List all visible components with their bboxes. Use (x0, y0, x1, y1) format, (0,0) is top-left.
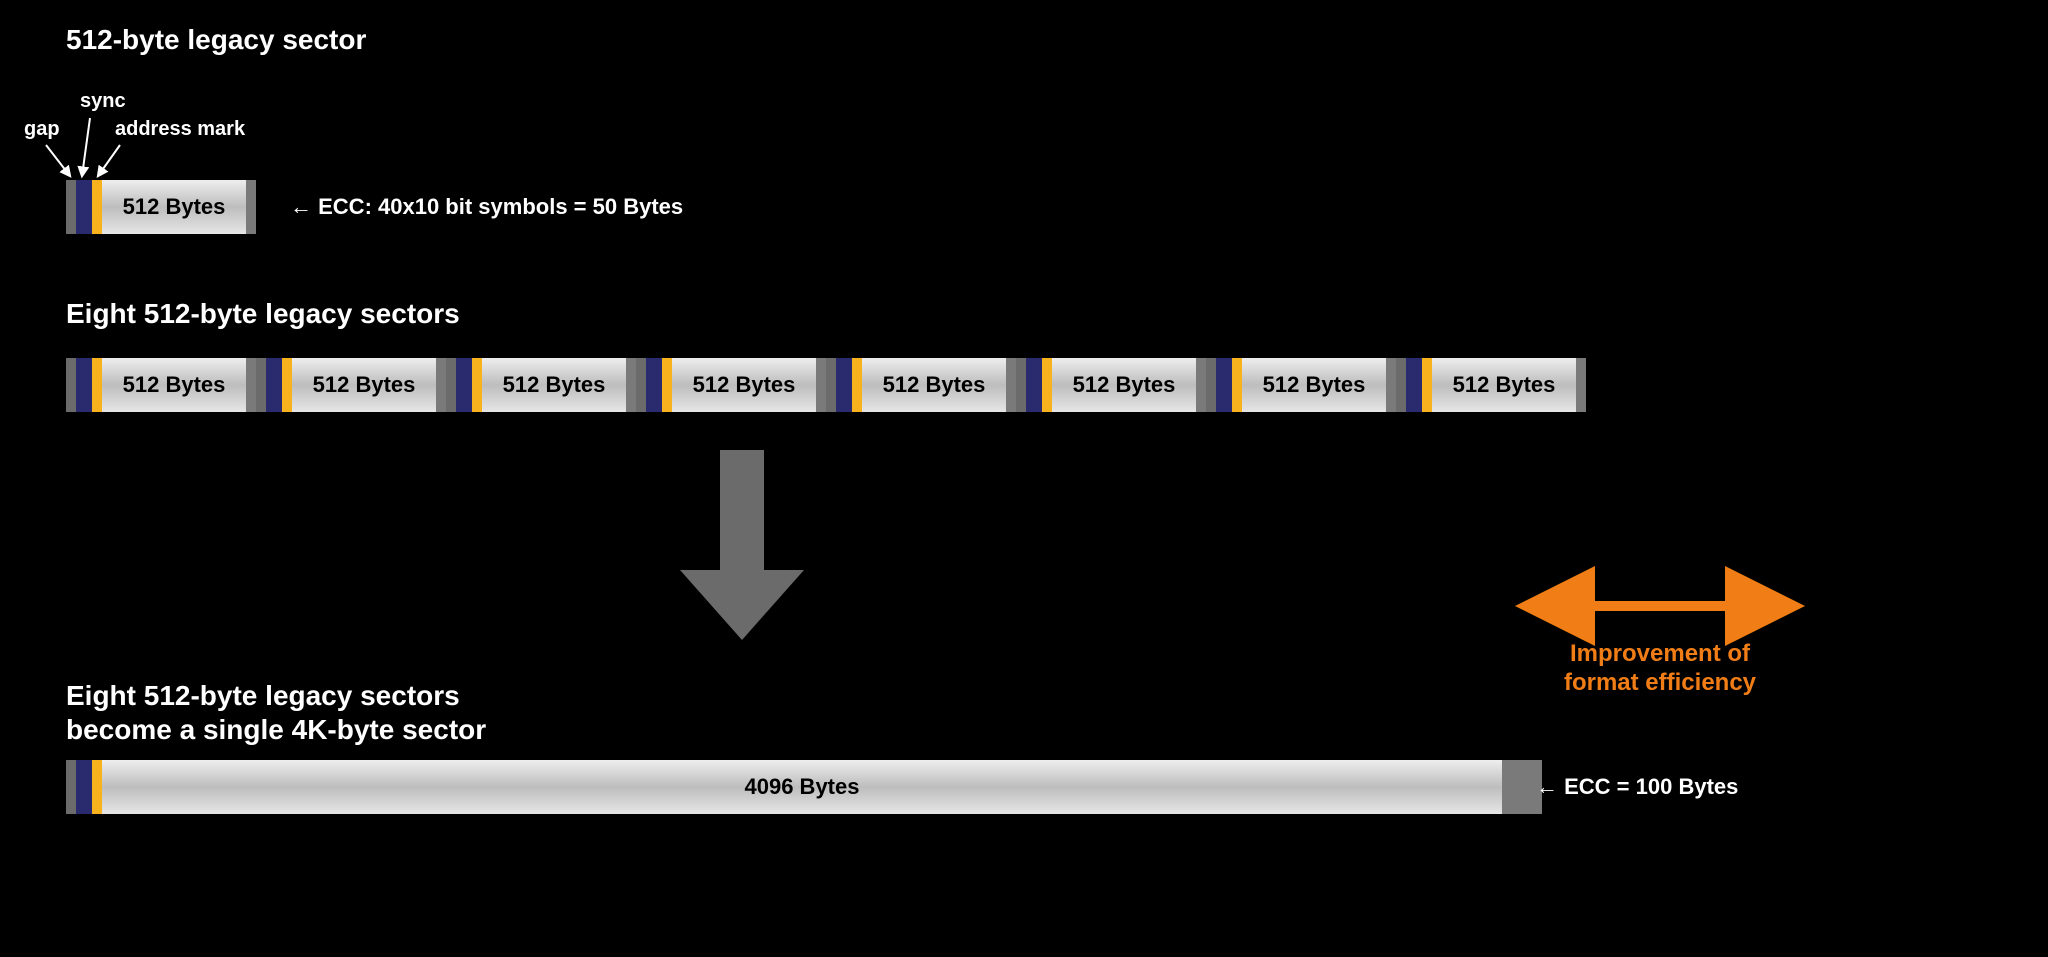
label-ecc-512-text: ECC: 40x10 bit symbols = 50 Bytes (318, 194, 683, 219)
seg-data: 512 Bytes (862, 358, 1006, 412)
seg-gap (66, 760, 76, 814)
seg-sync (266, 358, 282, 412)
seg-sync (76, 760, 92, 814)
arrow-sync (82, 118, 90, 176)
arrow-gap (46, 145, 70, 176)
seg-addr (282, 358, 292, 412)
improvement-line2: format efficiency (1530, 669, 1790, 698)
single-sector-strip: 512 Bytes (66, 180, 256, 234)
seg-addr (1422, 358, 1432, 412)
seg-data: 512 Bytes (102, 180, 246, 234)
seg-gap (826, 358, 836, 412)
label-gap: gap (24, 118, 60, 141)
title-eight-sectors: Eight 512-byte legacy sectors (66, 298, 460, 330)
seg-data: 512 Bytes (1432, 358, 1576, 412)
seg-gap (446, 358, 456, 412)
seg-sync (1026, 358, 1042, 412)
seg-sync (646, 358, 662, 412)
seg-addr (92, 358, 102, 412)
seg-data: 512 Bytes (672, 358, 816, 412)
seg-data: 4096 Bytes (102, 760, 1502, 814)
seg-ecc (1576, 358, 1586, 412)
seg-gap (66, 358, 76, 412)
seg-sync (76, 358, 92, 412)
title-become-1: Eight 512-byte legacy sectors (66, 680, 460, 712)
seg-addr (92, 180, 102, 234)
seg-gap (1206, 358, 1216, 412)
seg-data: 512 Bytes (482, 358, 626, 412)
improvement-label: Improvement of format efficiency (1530, 640, 1790, 698)
eight-sector-strip: 512 Bytes 512 Bytes 512 Bytes 512 Bytes 512 … (66, 358, 1586, 412)
seg-gap (66, 180, 76, 234)
title-become-2: become a single 4K-byte sector (66, 714, 486, 746)
label-ecc-512: ← ECC: 40x10 bit symbols = 50 Bytes (290, 194, 683, 220)
seg-addr (1232, 358, 1242, 412)
label-sync: sync (80, 90, 126, 113)
seg-data: 512 Bytes (1052, 358, 1196, 412)
seg-ecc (246, 180, 256, 234)
seg-addr (1042, 358, 1052, 412)
seg-addr (852, 358, 862, 412)
seg-ecc (1006, 358, 1016, 412)
label-ecc-4096-text: ECC = 100 Bytes (1564, 774, 1738, 799)
label-ecc-4096: ← ECC = 100 Bytes (1536, 774, 1738, 800)
down-arrow-icon (680, 450, 804, 640)
label-addr: address mark (115, 118, 245, 141)
seg-ecc (626, 358, 636, 412)
seg-gap (1396, 358, 1406, 412)
seg-sync (1216, 358, 1232, 412)
improvement-line1: Improvement of (1530, 640, 1790, 669)
seg-ecc (1196, 358, 1206, 412)
seg-sync (836, 358, 852, 412)
arrow-addr (98, 145, 120, 176)
fourk-sector-strip: 4096 Bytes (66, 760, 1542, 814)
seg-addr (92, 760, 102, 814)
seg-sync (1406, 358, 1422, 412)
seg-gap (256, 358, 266, 412)
seg-ecc (1386, 358, 1396, 412)
seg-ecc (436, 358, 446, 412)
seg-ecc (246, 358, 256, 412)
seg-addr (662, 358, 672, 412)
seg-sync (76, 180, 92, 234)
seg-ecc (816, 358, 826, 412)
seg-data: 512 Bytes (102, 358, 246, 412)
title-single-sector: 512-byte legacy sector (66, 24, 366, 56)
seg-sync (456, 358, 472, 412)
seg-data: 512 Bytes (292, 358, 436, 412)
seg-gap (1016, 358, 1026, 412)
seg-gap (636, 358, 646, 412)
seg-addr (472, 358, 482, 412)
seg-data: 512 Bytes (1242, 358, 1386, 412)
